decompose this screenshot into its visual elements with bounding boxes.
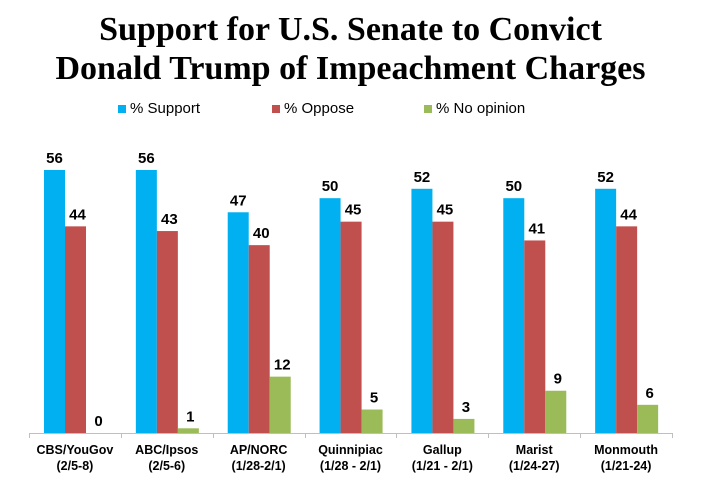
data-label-oppose: 43 (161, 211, 178, 228)
bar-no-opinion (637, 404, 659, 433)
bar-support (135, 170, 157, 433)
x-tick-label: Marist (516, 443, 554, 457)
data-label-no-opinion: 12 (274, 357, 291, 374)
bar-support (44, 170, 65, 433)
bar-oppose (616, 226, 638, 433)
bar-no-opinion (361, 409, 383, 433)
x-tick-sublabel: (1/28-2/1) (232, 459, 286, 473)
x-tick-sublabel: (2/5-8) (57, 459, 94, 473)
legend-swatch-oppose (272, 104, 280, 113)
chart-title-line-2: Donald Trump of Impeachment Charges (55, 50, 646, 87)
legend-item-no-opinion: % No opinion (424, 100, 525, 117)
data-label-oppose: 40 (253, 225, 270, 242)
x-tick-label: Quinnipiac (318, 443, 383, 457)
bar-no-opinion (453, 418, 475, 433)
x-tick-sublabel: (1/21 - 2/1) (412, 459, 473, 473)
data-label-no-opinion: 5 (370, 390, 378, 407)
bar-support (227, 212, 249, 433)
legend-swatch-support (118, 104, 126, 113)
data-label-no-opinion: 3 (462, 399, 470, 416)
x-tick-label: AP/NORC (230, 443, 288, 457)
data-label-no-opinion: 9 (554, 371, 562, 388)
data-label-support: 50 (322, 178, 339, 195)
bar-oppose (432, 221, 454, 433)
bar-no-opinion (269, 376, 291, 433)
data-label-no-opinion: 0 (94, 413, 102, 430)
bar-support (595, 188, 617, 433)
legend-label-no-opinion: % No opinion (436, 100, 526, 117)
data-label-support: 56 (46, 150, 63, 167)
bar-no-opinion (177, 428, 199, 433)
chart-legend: % Support % Oppose % No opinion (0, 100, 701, 120)
x-tick-sublabel: (1/21-24) (601, 459, 652, 473)
legend-item-support: % Support (118, 100, 200, 117)
chart-title-line-1: Support for U.S. Senate to Convict (99, 11, 602, 48)
bar-oppose (65, 226, 86, 433)
bar-oppose (524, 240, 546, 433)
bar-no-opinion (545, 390, 567, 433)
data-label-no-opinion: 6 (645, 385, 653, 402)
data-label-no-opinion: 1 (186, 408, 194, 425)
data-label-support: 52 (597, 169, 614, 186)
x-tick-label: Monmouth (594, 443, 658, 457)
data-label-oppose: 45 (437, 202, 454, 219)
data-label-support: 47 (230, 192, 247, 209)
data-label-support: 56 (138, 150, 155, 167)
x-axis (29, 433, 673, 438)
data-label-support: 52 (414, 169, 431, 186)
bar-support (411, 188, 433, 433)
data-label-support: 50 (505, 178, 522, 195)
data-label-oppose: 45 (345, 202, 362, 219)
x-tick-sublabel: (1/24-27) (509, 459, 560, 473)
x-tick-label: Gallup (423, 443, 462, 457)
bar-oppose (248, 245, 270, 433)
bar-oppose (156, 231, 178, 433)
chart-title: Support for U.S. Senate to Convict Donal… (0, 10, 701, 88)
x-tick-sublabel: (1/28 - 2/1) (320, 459, 381, 473)
legend-swatch-no-opinion (424, 104, 432, 113)
data-label-oppose: 44 (69, 206, 86, 223)
labels-layer: 56440CBS/YouGov(2/5-8)56431ABC/Ipsos(2/5… (36, 150, 658, 473)
bars-layer (44, 170, 659, 433)
bar-support (503, 198, 525, 433)
x-tick-label: CBS/YouGov (36, 443, 113, 457)
bar-support (319, 198, 341, 433)
bar-oppose (340, 221, 362, 433)
legend-label-support: % Support (130, 100, 201, 117)
x-tick-label: ABC/Ipsos (135, 443, 198, 457)
data-label-oppose: 44 (620, 206, 637, 223)
data-label-oppose: 41 (528, 220, 545, 237)
legend-label-oppose: % Oppose (284, 100, 355, 117)
legend-item-oppose: % Oppose (272, 100, 354, 117)
x-tick-sublabel: (2/5-6) (148, 459, 185, 473)
